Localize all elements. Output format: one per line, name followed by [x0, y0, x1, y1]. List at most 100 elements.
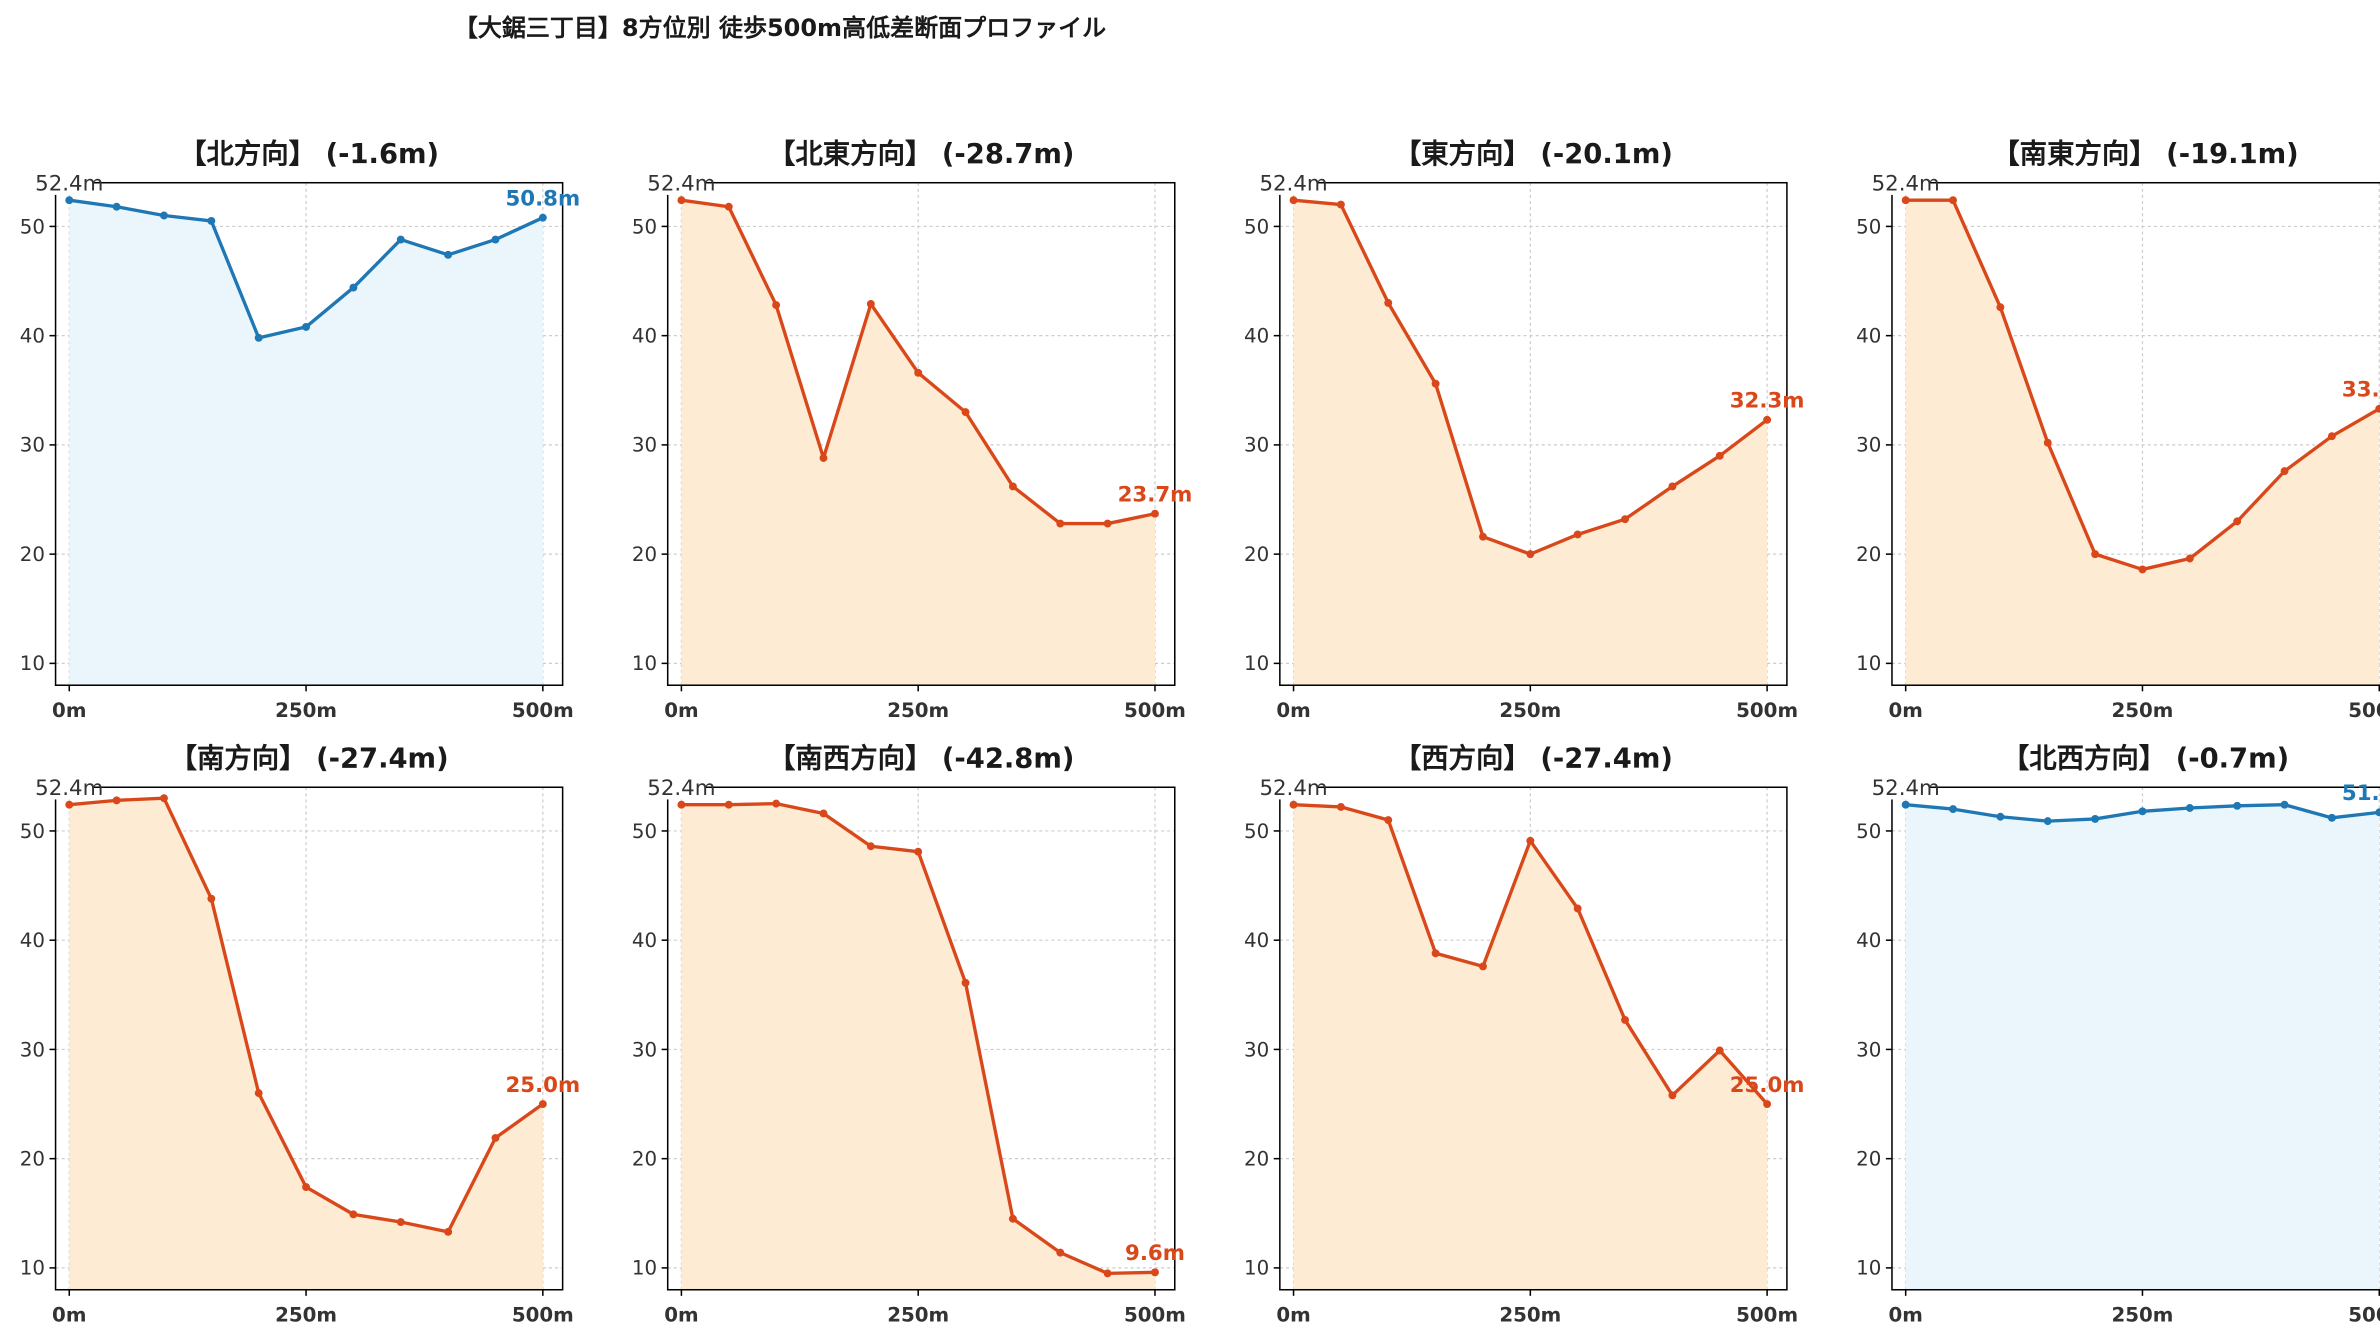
data-point	[1996, 303, 2005, 312]
data-point	[772, 301, 781, 310]
area-fill	[69, 798, 543, 1290]
start-elevation-label: 52.4m	[1259, 171, 1327, 196]
axes-frame	[54, 786, 564, 1291]
data-point	[2280, 800, 2289, 809]
y-tick-label: 40	[1856, 929, 1881, 952]
x-tick-label: 0m	[664, 1304, 698, 1327]
x-tick-label: 250m	[275, 1304, 337, 1327]
data-point	[1103, 519, 1112, 528]
data-point	[396, 1218, 405, 1226]
x-tick-label: 500m	[512, 1304, 574, 1327]
end-elevation-label: 9.6m	[1125, 1241, 1185, 1266]
y-tick-label: 30	[1856, 434, 1881, 457]
panel-title: 【北西方向】 (-0.7m)	[2002, 742, 2289, 774]
end-elevation-label: 51.7m	[2342, 781, 2380, 806]
data-point	[112, 796, 121, 805]
x-tick-label: 500m	[512, 699, 574, 722]
data-point	[2185, 554, 2194, 563]
area-fill	[1905, 804, 2380, 1290]
area-fill	[1293, 804, 1768, 1290]
data-point	[1573, 530, 1582, 539]
y-tick-label: 10	[1856, 652, 1881, 675]
start-label-bg	[26, 170, 94, 195]
data-point	[914, 847, 923, 856]
data-point	[677, 196, 686, 205]
y-tick-label: 10	[1244, 652, 1269, 675]
data-point	[112, 202, 121, 211]
start-elevation-label: 52.4m	[35, 171, 103, 196]
x-tick-label: 0m	[52, 1304, 86, 1327]
data-point	[65, 196, 74, 205]
y-tick-label: 10	[1856, 1257, 1881, 1280]
data-point	[1573, 904, 1582, 913]
data-point	[1008, 1214, 1017, 1223]
end-elevation-label: 25.0m	[505, 1073, 580, 1098]
data-point	[1621, 515, 1630, 524]
data-point	[2043, 438, 2052, 447]
data-point	[349, 283, 358, 292]
data-point	[160, 794, 168, 803]
axes-frame	[666, 786, 1176, 1291]
start-label-bg	[638, 170, 706, 195]
data-point	[1901, 800, 1910, 809]
area-fill	[681, 803, 1155, 1290]
data-point	[538, 213, 547, 222]
panel-title: 【西方向】 (-27.4m)	[1394, 742, 1673, 774]
axes-frame	[1891, 786, 2380, 1291]
data-point	[2091, 814, 2100, 823]
data-point	[254, 333, 263, 342]
data-point	[1151, 1268, 1159, 1277]
data-point	[1103, 1269, 1112, 1278]
y-tick-label: 30	[20, 1038, 45, 1061]
y-tick-label: 30	[1244, 434, 1269, 457]
data-point	[724, 202, 733, 211]
x-tick-label: 250m	[1499, 699, 1561, 722]
data-point	[1056, 519, 1065, 528]
x-tick-label: 0m	[664, 699, 698, 722]
y-tick-label: 10	[20, 652, 45, 675]
y-tick-label: 40	[20, 929, 45, 952]
data-point	[1668, 482, 1677, 491]
y-tick-label: 50	[1244, 215, 1269, 238]
area-fill	[681, 200, 1155, 686]
data-point	[302, 322, 311, 331]
data-point	[819, 809, 828, 818]
data-point	[2375, 404, 2380, 413]
x-tick-label: 250m	[887, 699, 949, 722]
data-point	[538, 1100, 547, 1109]
data-point	[1715, 1046, 1724, 1055]
data-point	[1621, 1015, 1630, 1024]
figure-title: 【大鋸三丁目】8方位別 徒歩500m高低差断面プロファイル	[453, 14, 1107, 42]
data-point	[1431, 379, 1440, 388]
x-tick-label: 500m	[2348, 1304, 2380, 1327]
data-point	[2280, 467, 2289, 476]
data-point	[1336, 802, 1345, 811]
end-elevation-label: 32.3m	[1730, 389, 1805, 414]
data-point	[1384, 298, 1393, 307]
y-tick-label: 30	[632, 1038, 657, 1061]
data-point	[724, 800, 733, 809]
data-point	[491, 235, 500, 244]
end-elevation-label: 23.7m	[1118, 483, 1193, 508]
y-tick-label: 20	[1244, 1148, 1269, 1171]
x-tick-label: 250m	[2112, 699, 2174, 722]
start-elevation-label: 52.4m	[1872, 776, 1940, 801]
data-point	[2327, 432, 2336, 441]
data-point	[1949, 805, 1957, 814]
data-point	[1949, 196, 1957, 205]
data-point	[1289, 196, 1298, 205]
y-tick-label: 40	[632, 325, 657, 348]
data-point	[444, 250, 453, 259]
data-point	[207, 894, 216, 903]
data-point	[1479, 962, 1487, 971]
y-tick-label: 20	[1856, 543, 1881, 566]
panel-title: 【東方向】 (-20.1m)	[1394, 138, 1673, 170]
y-tick-label: 10	[632, 1257, 657, 1280]
axes-frame	[1891, 181, 2380, 686]
